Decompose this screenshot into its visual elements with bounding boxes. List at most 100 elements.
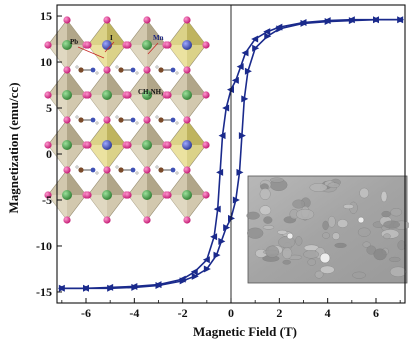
y-tick-label: 0: [46, 147, 52, 161]
iodide-atom: [143, 166, 151, 174]
iodide-atom: [103, 66, 111, 74]
pb-atom: [62, 90, 72, 100]
iodide-atom: [124, 41, 132, 49]
octahedron: [167, 19, 207, 71]
iodide-atom: [44, 41, 52, 49]
sem-micrograph-inset: [246, 175, 409, 284]
sem-grain: [389, 256, 401, 262]
data-point: [222, 104, 230, 112]
sem-grain: [295, 236, 303, 246]
data-point: [216, 168, 224, 176]
pb-atom: [102, 190, 112, 200]
pb-atom: [142, 140, 152, 150]
iodide-atom: [103, 216, 111, 224]
sem-grain: [352, 271, 366, 279]
ma-cation: [155, 65, 179, 75]
data-point: [131, 283, 139, 291]
iodide-atom: [84, 91, 92, 99]
data-point: [223, 224, 231, 232]
label-pointer: [104, 41, 115, 53]
iodide-atom: [63, 66, 71, 74]
ma-cation: [75, 165, 99, 175]
sem-grain: [259, 205, 272, 216]
data-point: [238, 132, 246, 140]
octahedron: [167, 119, 207, 171]
octahedron: [127, 69, 167, 121]
sem-grain: [320, 265, 335, 274]
y-tick-label: 5: [46, 101, 52, 115]
pb-atom: [142, 190, 152, 200]
sem-grain: [247, 227, 264, 239]
iodide-atom: [63, 216, 71, 224]
data-point: [324, 18, 332, 26]
octahedron: [87, 169, 127, 221]
label-i: I: [110, 34, 113, 42]
data-point: [276, 25, 284, 33]
x-tick-label: 2: [276, 306, 282, 320]
x-axis-label: Magnetic Field (T): [193, 324, 297, 339]
data-point: [236, 63, 244, 71]
data-point: [348, 17, 356, 25]
label-pointer: [77, 46, 105, 59]
series-layer: [57, 16, 405, 292]
iodide-atom: [124, 141, 132, 149]
pb-atom: [142, 90, 152, 100]
sem-grain: [278, 236, 296, 249]
iodide-atom: [183, 16, 191, 24]
sem-grain: [314, 270, 324, 279]
iodide-atom: [164, 141, 172, 149]
data-point: [236, 168, 244, 176]
sem-grain: [269, 177, 284, 183]
sem-grain: [390, 208, 403, 217]
iodide-atom: [63, 116, 71, 124]
data-point: [218, 237, 226, 245]
data-point: [244, 67, 252, 75]
y-tick-label: 15: [40, 9, 52, 23]
sem-grain: [282, 259, 291, 265]
iodide-atom: [202, 41, 210, 49]
sem-grain: [309, 183, 328, 192]
sem-grain: [259, 188, 271, 200]
sem-grain: [383, 220, 400, 229]
data-point: [58, 284, 66, 292]
sem-grain: [381, 210, 391, 218]
pb-atom: [142, 40, 152, 50]
y-tick-label: -15: [36, 285, 52, 299]
pb-atom: [62, 40, 72, 50]
iodide-atom: [103, 116, 111, 124]
iodide-atom: [103, 16, 111, 24]
sem-grain: [397, 240, 406, 251]
x-tick-label: -2: [178, 306, 188, 320]
octahedron: [47, 119, 87, 171]
iodide-atom: [183, 116, 191, 124]
pb-atom: [182, 190, 192, 200]
crystal-structure-inset: [44, 16, 210, 224]
iodide-atom: [183, 216, 191, 224]
sem-grain: [307, 258, 316, 266]
sem-grain: [362, 241, 371, 248]
data-point: [241, 49, 249, 57]
iodide-atom: [164, 191, 172, 199]
data-point: [210, 233, 218, 241]
label-pointer: [147, 42, 159, 55]
sem-grain: [282, 247, 293, 260]
data-point: [202, 256, 210, 264]
sem-grain: [263, 216, 273, 224]
iodide-atom: [44, 91, 52, 99]
octahedron: [167, 69, 207, 121]
data-point: [373, 16, 380, 24]
data-point: [213, 205, 221, 213]
iodide-atom: [63, 16, 71, 24]
sem-background: [247, 175, 408, 284]
x-tick-label: 0: [228, 306, 234, 320]
x-tick-label: -6: [81, 306, 91, 320]
iodide-atom: [183, 66, 191, 74]
sem-grain: [296, 208, 315, 220]
octahedron: [47, 169, 87, 221]
pb-atom: [62, 190, 72, 200]
iodide-atom: [44, 141, 52, 149]
octahedron: [167, 169, 207, 221]
sem-particle: [286, 232, 294, 240]
data-point: [251, 35, 259, 43]
